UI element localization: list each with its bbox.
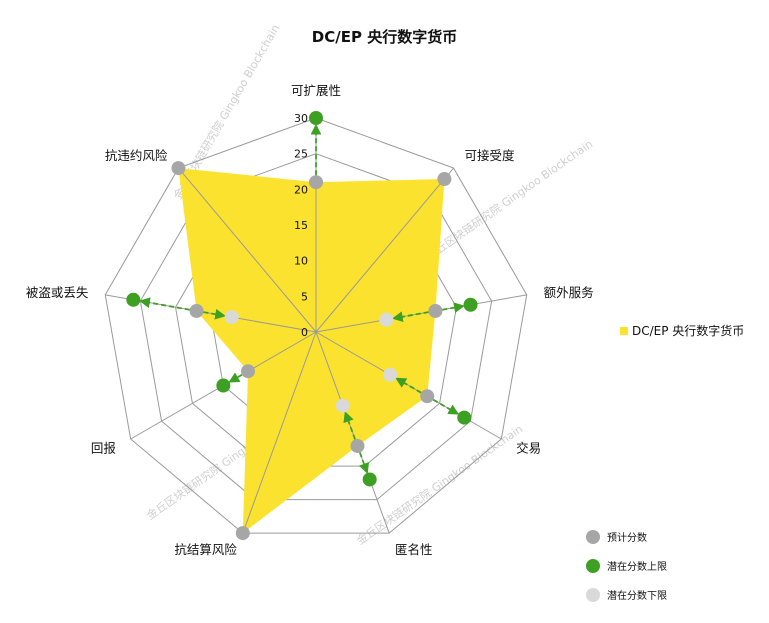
axis-label: 可扩展性 <box>291 83 341 98</box>
axis-spoke <box>242 331 317 534</box>
range-arrow <box>442 302 465 313</box>
data-point <box>335 398 350 413</box>
data-point <box>350 438 365 453</box>
tick-label: 15 <box>294 219 308 232</box>
chart-title: DC/EP 央行数字货币 <box>311 28 458 46</box>
legend-label: 潜在分数下限 <box>607 589 667 602</box>
legend-marker <box>586 530 600 544</box>
tick-label: 10 <box>294 255 308 268</box>
data-point <box>189 303 204 318</box>
data-point <box>309 111 323 125</box>
axis-label: 可接受度 <box>465 148 516 163</box>
axis-spoke <box>178 167 317 333</box>
data-point <box>241 364 256 379</box>
legend-marker <box>586 588 600 602</box>
axis-label: 被盗或丢失 <box>26 285 89 300</box>
legend-label: 预计分数 <box>607 531 647 544</box>
axis-spoke <box>315 167 454 333</box>
data-point <box>463 297 478 312</box>
data-point <box>428 303 443 318</box>
radar-area <box>178 168 445 534</box>
data-point <box>420 389 435 404</box>
axis-label: 交易 <box>516 441 541 456</box>
tick-label: 25 <box>294 148 308 161</box>
range-arrow <box>139 297 190 311</box>
axis-spoke <box>315 294 527 333</box>
data-point <box>309 175 323 190</box>
axis-spoke <box>315 331 390 534</box>
data-point <box>216 378 231 393</box>
radar-points <box>126 111 478 541</box>
tick-label: 0 <box>301 326 308 339</box>
range-arrow <box>392 311 429 323</box>
legend-label: DC/EP 央行数字货币 <box>632 323 744 338</box>
range-arrow <box>395 377 422 394</box>
data-point <box>224 310 239 325</box>
range-arrow <box>432 398 460 415</box>
axis-label: 匿名性 <box>395 542 433 557</box>
data-point <box>126 292 141 307</box>
tick-label: 30 <box>294 112 308 125</box>
range-arrow <box>358 452 370 474</box>
legend-marker <box>586 559 600 573</box>
range-arrow <box>228 372 243 383</box>
data-area <box>178 168 445 534</box>
tick-label: 5 <box>301 290 308 303</box>
grid-ring <box>104 117 528 534</box>
grid-ring <box>139 153 493 501</box>
data-point <box>171 161 186 176</box>
tick-label: 20 <box>294 183 308 196</box>
axis-label: 额外服务 <box>544 285 594 300</box>
range-arrows <box>139 123 465 474</box>
range-arrow <box>203 308 226 320</box>
axis-label: 抗违约风险 <box>105 148 168 163</box>
data-point <box>383 367 398 382</box>
legend-swatch <box>620 327 628 335</box>
data-point <box>235 526 250 541</box>
axis-spoke <box>315 331 502 440</box>
data-point <box>362 472 377 487</box>
data-point <box>457 410 472 425</box>
legend-label: 潜在分数上限 <box>607 560 667 573</box>
data-point <box>437 171 452 186</box>
axis-label: 抗结算风险 <box>174 542 237 557</box>
axis-label: 回报 <box>91 441 117 456</box>
data-point <box>379 312 394 327</box>
radial-tick-labels: 0 5 10 15 20 25 30 <box>294 112 308 339</box>
range-arrow <box>343 411 356 440</box>
